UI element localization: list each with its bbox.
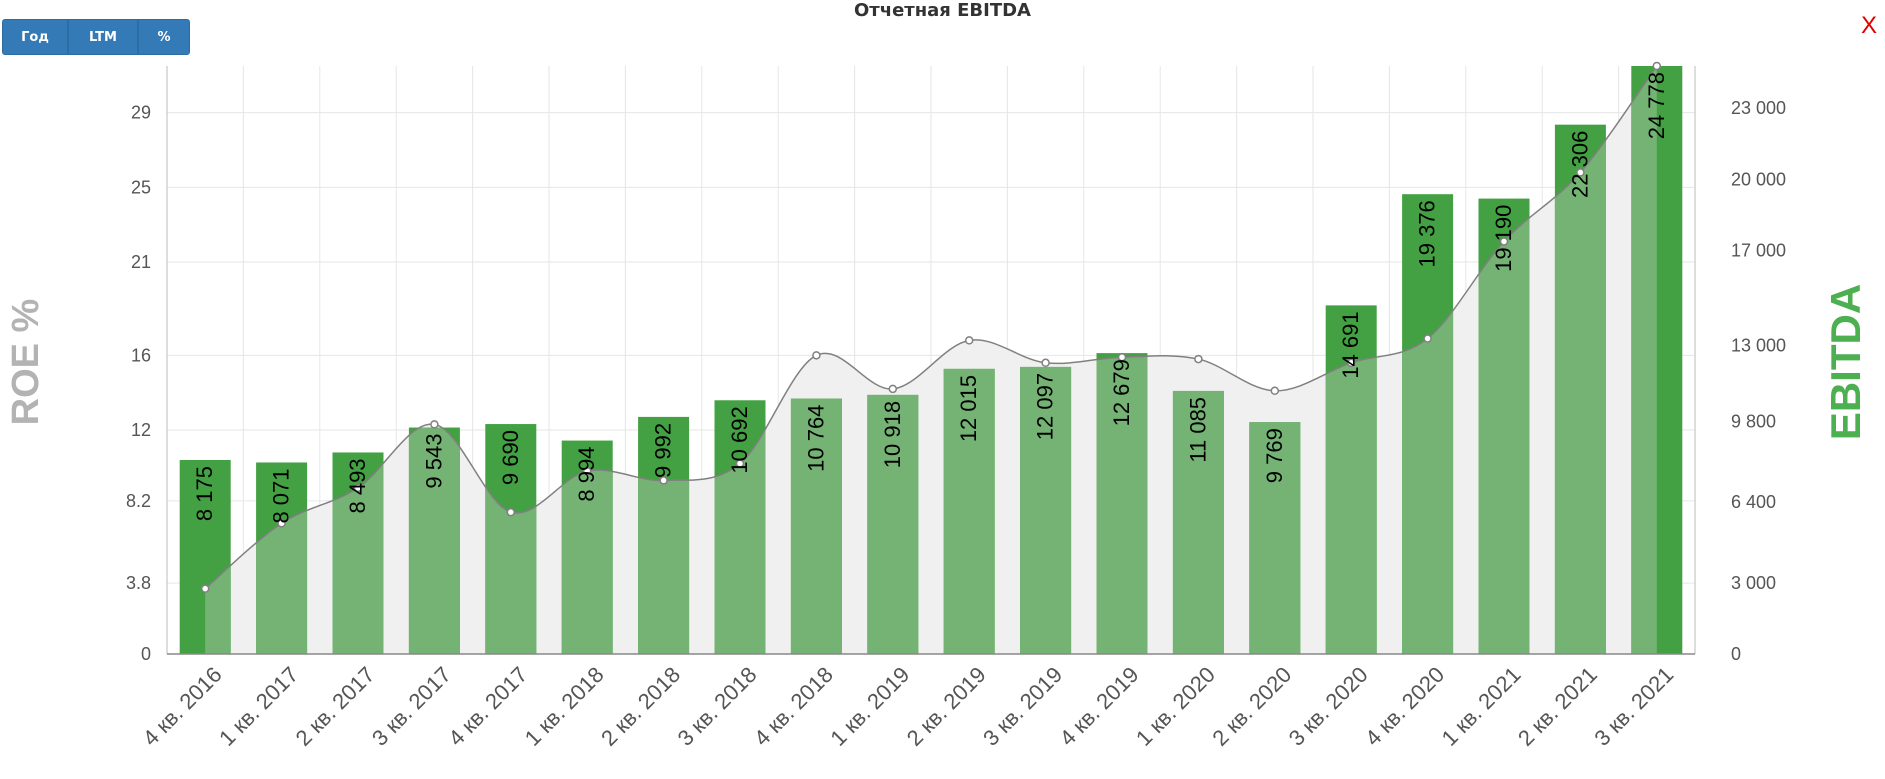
right-tick-label: 3 000: [1731, 573, 1776, 593]
left-axis-title: ROE %: [5, 299, 47, 426]
ebitda-bar-overlay: [1478, 198, 1530, 654]
bar-value-label: 8 493: [345, 458, 370, 513]
left-tick-label: 25: [131, 177, 151, 197]
bar-value-label: 10 764: [803, 405, 828, 472]
x-tick-label: 4 кв. 2017: [443, 662, 532, 751]
bar-value-label: 9 690: [498, 430, 523, 485]
ebitda-bar-overlay: [1096, 353, 1148, 654]
bar-value-label: 22 306: [1567, 131, 1592, 198]
bar-value-label: 9 769: [1262, 428, 1287, 483]
right-tick-label: 0: [1731, 644, 1741, 664]
bar-value-label: 19 190: [1491, 205, 1516, 272]
x-tick-label: 2 кв. 2018: [596, 662, 685, 751]
x-tick-label: 1 кв. 2019: [825, 662, 914, 751]
x-tick-label: 3 кв. 2020: [1284, 662, 1373, 751]
x-tick-label: 1 кв. 2020: [1131, 662, 1220, 751]
bar-value-label: 10 692: [727, 406, 752, 473]
year-button[interactable]: Год: [2, 19, 68, 55]
bar-value-label: 12 679: [1109, 359, 1134, 426]
bar-value-label: 12 097: [1033, 373, 1058, 440]
x-tick-label: 4 кв. 2019: [1055, 662, 1144, 751]
x-tick-label: 1 кв. 2017: [214, 662, 303, 751]
roe-point: [353, 483, 363, 493]
close-icon[interactable]: X: [1860, 12, 1877, 39]
bar-value-label: 14 691: [1338, 311, 1363, 378]
x-tick-label: 2 кв. 2020: [1207, 662, 1296, 751]
roe-point: [1117, 352, 1127, 362]
bar-value-label: 8 994: [574, 447, 599, 502]
right-tick-label: 13 000: [1731, 336, 1786, 356]
left-tick-label: 16: [131, 345, 151, 365]
bar-value-label: 8 175: [192, 466, 217, 521]
roe-point: [1423, 334, 1432, 343]
roe-point: [735, 459, 745, 468]
roe-point: [277, 519, 286, 528]
left-tick-label: 8.2: [126, 491, 151, 511]
right-tick-label: 17 000: [1731, 241, 1786, 261]
ebitda-bar-overlay: [867, 394, 919, 654]
ebitda-bar-overlay: [943, 368, 995, 654]
roe-point: [1652, 61, 1662, 71]
x-tick-label: 4 кв. 2016: [138, 662, 227, 751]
x-tick-label: 2 кв. 2021: [1513, 662, 1602, 751]
roe-point: [812, 351, 821, 360]
roe-point: [659, 476, 668, 485]
bar-value-label: 24 778: [1644, 72, 1669, 139]
roe-point: [888, 384, 898, 394]
bar-value-label: 12 015: [956, 375, 981, 442]
roe-point: [1041, 358, 1050, 368]
ltm-button[interactable]: LTM: [68, 19, 138, 55]
ebitda-bar-overlay: [1631, 66, 1657, 654]
x-tick-label: 3 кв. 2019: [978, 662, 1067, 751]
ebitda-bar-overlay: [1554, 124, 1606, 654]
roe-point: [200, 584, 210, 593]
bar-value-label: 9 992: [651, 423, 676, 478]
x-tick-label: 2 кв. 2019: [902, 662, 991, 751]
bar-value-label: 9 543: [421, 434, 446, 489]
roe-point: [582, 466, 592, 476]
right-tick-label: 23 000: [1731, 98, 1786, 118]
period-toggle-group: Год LTM %: [2, 19, 190, 55]
x-tick-label: 4 кв. 2018: [749, 662, 838, 751]
bar-value-label: 19 376: [1415, 200, 1440, 267]
roe-point: [430, 420, 439, 429]
ebitda-bar-overlay: [790, 398, 842, 654]
roe-point: [506, 507, 516, 517]
left-tick-label: 0: [141, 644, 151, 664]
bar-value-label: 8 071: [269, 468, 294, 523]
x-tick-label: 4 кв. 2020: [1360, 662, 1449, 751]
left-tick-label: 29: [131, 103, 151, 123]
x-tick-label: 3 кв. 2021: [1589, 662, 1678, 751]
ebitda-bar-overlay: [1172, 390, 1224, 654]
roe-point: [1270, 386, 1280, 396]
bar-value-label: 10 918: [880, 401, 905, 468]
x-tick-label: 3 кв. 2018: [673, 662, 762, 751]
right-tick-label: 6 400: [1731, 492, 1776, 512]
left-tick-label: 12: [131, 420, 151, 440]
bar-value-label: 11 085: [1185, 397, 1210, 463]
ebitda-bar-overlay: [1249, 422, 1301, 654]
right-tick-label: 9 800: [1731, 411, 1776, 431]
ebitda-bar-overlay: [1020, 366, 1072, 654]
percent-button[interactable]: %: [138, 19, 190, 55]
right-axis-title: EBITDA: [1822, 284, 1869, 440]
left-tick-label: 21: [131, 252, 151, 272]
x-tick-label: 1 кв. 2018: [520, 662, 609, 751]
x-tick-label: 1 кв. 2021: [1437, 662, 1526, 751]
roe-point: [964, 336, 974, 345]
x-tick-label: 2 кв. 2017: [291, 662, 380, 751]
x-tick-label: 3 кв. 2017: [367, 662, 456, 751]
ebitda-bar-overlay: [408, 427, 460, 654]
roe-point: [1346, 358, 1356, 368]
roe-point: [1576, 168, 1585, 177]
chart-title: Отчетная EBITDA: [853, 0, 1031, 21]
roe-point: [1499, 237, 1509, 246]
left-tick-label: 3.8: [126, 573, 151, 593]
roe-point: [1194, 354, 1203, 364]
right-tick-label: 20 000: [1731, 169, 1786, 189]
